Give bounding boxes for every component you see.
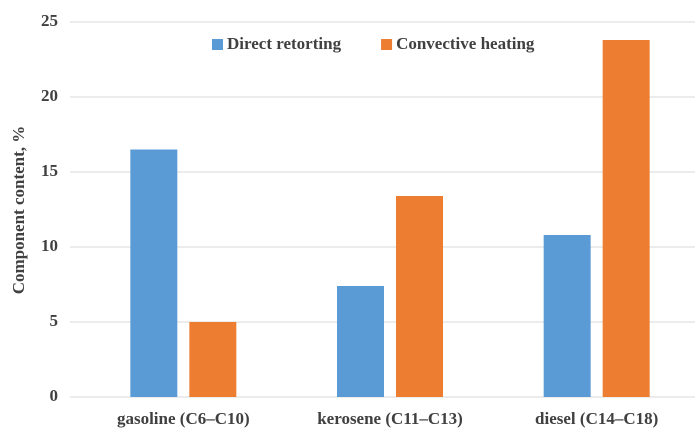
bar [543, 235, 591, 397]
bar [602, 40, 650, 397]
y-tick-label: 5 [50, 311, 59, 330]
bar [130, 149, 178, 397]
legend-swatch [212, 39, 223, 50]
y-tick-label: 10 [41, 236, 58, 255]
legend-label: Convective heating [396, 34, 535, 53]
y-tick-label: 0 [50, 386, 59, 405]
y-tick-label: 15 [41, 161, 58, 180]
bar [189, 322, 237, 397]
legend-label: Direct retorting [227, 34, 342, 53]
bar [337, 286, 384, 397]
legend-swatch [381, 39, 393, 50]
y-tick-label: 20 [41, 86, 58, 105]
y-tick-label: 25 [41, 11, 58, 30]
x-tick-label: kerosene (C11–C13) [317, 409, 463, 428]
y-axis-label: Component content, % [9, 126, 28, 295]
x-tick-label: diesel (C14–C18) [535, 409, 658, 428]
bar [396, 196, 443, 397]
x-tick-label: gasoline (C6–C10) [117, 409, 250, 428]
